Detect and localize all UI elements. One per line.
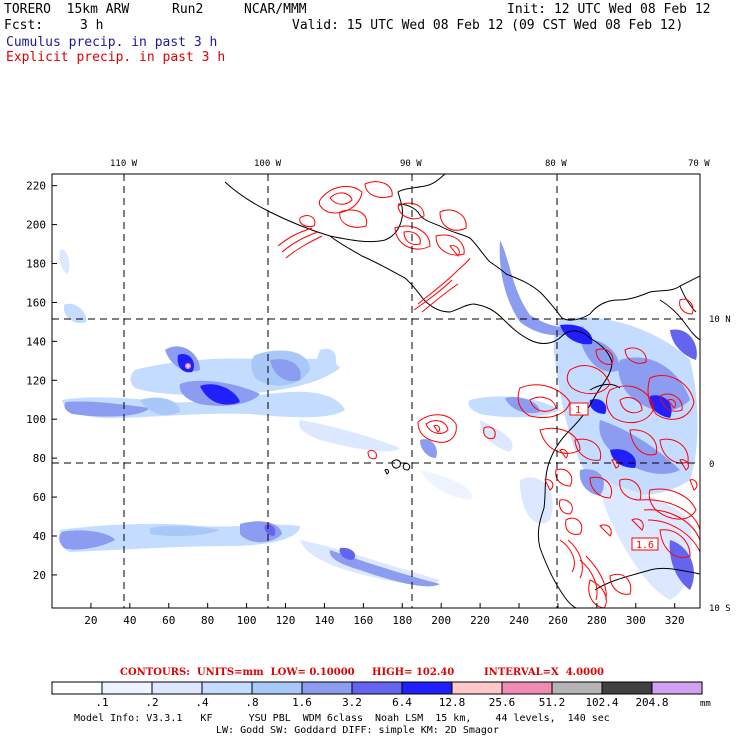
contours-info: CONTOURS: UNITS=mm LOW= 0.10000 xyxy=(120,667,355,678)
latlon-grid xyxy=(52,174,700,608)
colorbar-label: 102.4 xyxy=(585,696,618,709)
model-title: TORERO 15km ARW xyxy=(4,2,130,17)
colorbar-swatch xyxy=(251,681,303,695)
colorbar-swatch xyxy=(551,681,603,695)
colorbar-label: .8 xyxy=(245,696,258,709)
colorbar-label: 1.6 xyxy=(292,696,312,709)
lat-label-10n: 10 N xyxy=(709,315,731,325)
x-tick-label: 20 xyxy=(84,614,97,627)
valid-time: Valid: 15 UTC Wed 08 Feb 12 (09 CST Wed … xyxy=(292,18,684,33)
colorbar-swatch xyxy=(301,681,353,695)
cumulus-precip-label: Cumulus precip. in past 3 h xyxy=(6,35,218,50)
y-tick-label: 200 xyxy=(26,219,46,232)
model-info: Model Info: V3.3.1 KF YSU PBL WDM 6class… xyxy=(74,713,610,724)
svg-text:1.6: 1.6 xyxy=(636,540,654,551)
x-tick-label: 40 xyxy=(123,614,136,627)
colorbar-label: 12.8 xyxy=(439,696,466,709)
y-tick-label: 100 xyxy=(26,413,46,426)
y-tick-label: 180 xyxy=(26,258,46,271)
x-tick-label: 240 xyxy=(509,614,529,627)
x-tick-label: 280 xyxy=(587,614,607,627)
colorbar-label: 25.6 xyxy=(489,696,516,709)
lon-label-100w: 100 W xyxy=(254,159,282,169)
lon-label-70w: 70 W xyxy=(688,159,710,169)
colorbar-swatch xyxy=(201,681,253,695)
x-tick-label: 100 xyxy=(237,614,257,627)
colorbar-swatch xyxy=(101,681,153,695)
y-tick-label: 120 xyxy=(26,374,46,387)
colorbar-label: 51.2 xyxy=(539,696,566,709)
contours-high: HIGH= 102.40 xyxy=(372,667,455,678)
fcst-label: Fcst: xyxy=(4,18,44,33)
model-info-physics: LW: Godd SW: Goddard DIFF: simple KM: 2D… xyxy=(216,725,499,736)
colorbar-label: .1 xyxy=(95,696,108,709)
y-tick-label: 40 xyxy=(33,530,46,543)
colorbar-swatch xyxy=(401,681,453,695)
y-tick-label: 20 xyxy=(33,569,46,582)
lon-label-90w: 90 W xyxy=(400,159,422,169)
x-tick-label: 120 xyxy=(276,614,296,627)
colorbar-unit: mm xyxy=(700,699,711,709)
x-tick-label: 80 xyxy=(201,614,214,627)
colorbar-swatch xyxy=(451,681,503,695)
x-tick-label: 200 xyxy=(431,614,451,627)
svg-text:1: 1 xyxy=(575,405,581,416)
lon-label-110w: 110 W xyxy=(110,159,138,169)
run-label: Run2 xyxy=(172,2,204,17)
map-frame xyxy=(51,173,701,609)
colorbar-swatch xyxy=(51,681,103,695)
explicit-precip-contours xyxy=(277,181,700,608)
colorbar-label: 204.8 xyxy=(635,696,668,709)
init-time: Init: 12 UTC Wed 08 Feb 12 xyxy=(507,2,711,17)
colorbar-swatch xyxy=(151,681,203,695)
colorbar-label: 3.2 xyxy=(342,696,362,709)
cumulus-precip-shading xyxy=(59,240,698,600)
contours-interval: INTERVAL=X 4.0000 xyxy=(484,667,604,678)
colorbar-swatch xyxy=(601,681,653,695)
lat-label-0: 0 xyxy=(709,460,714,470)
y-axis: 220 200 180 160 140 120 100 80 60 40 20 xyxy=(26,180,57,582)
colorbar-swatch xyxy=(351,681,403,695)
colorbar: .1.2.4.8 1.6 3.2 6.4 12.8 25.6 51.2 102.4 204.8 … xyxy=(51,681,711,709)
y-tick-label: 80 xyxy=(33,452,46,465)
y-tick-label: 220 xyxy=(26,180,46,193)
lon-label-80w: 80 W xyxy=(545,159,567,169)
fcst-value: 3 h xyxy=(80,18,104,33)
explicit-precip-label: Explicit precip. in past 3 h xyxy=(6,50,226,65)
x-tick-label: 320 xyxy=(665,614,685,627)
y-tick-label: 60 xyxy=(33,491,46,504)
x-tick-label: 260 xyxy=(548,614,568,627)
x-tick-label: 180 xyxy=(392,614,412,627)
y-tick-label: 160 xyxy=(26,296,46,309)
x-tick-label: 60 xyxy=(162,614,175,627)
y-tick-label: 140 xyxy=(26,335,46,348)
colorbar-label: .4 xyxy=(195,696,209,709)
lat-label-10s: 10 S xyxy=(709,604,731,614)
x-tick-label: 300 xyxy=(626,614,646,627)
colorbar-label: .2 xyxy=(145,696,158,709)
contour-label-1-6: 1.6 xyxy=(631,537,659,551)
colorbar-label: 6.4 xyxy=(392,696,412,709)
contour-label-1: 1 xyxy=(569,402,589,416)
x-tick-label: 140 xyxy=(314,614,334,627)
colorbar-swatch xyxy=(501,681,553,695)
org-label: NCAR/MMM xyxy=(244,2,307,17)
colorbar-swatch xyxy=(651,681,703,695)
x-tick-label: 220 xyxy=(470,614,490,627)
x-tick-label: 160 xyxy=(353,614,373,627)
coastline xyxy=(224,174,700,608)
x-axis: 20 40 60 80 100 120 140 160 180 200 220 240 260 280 30… xyxy=(84,603,685,627)
